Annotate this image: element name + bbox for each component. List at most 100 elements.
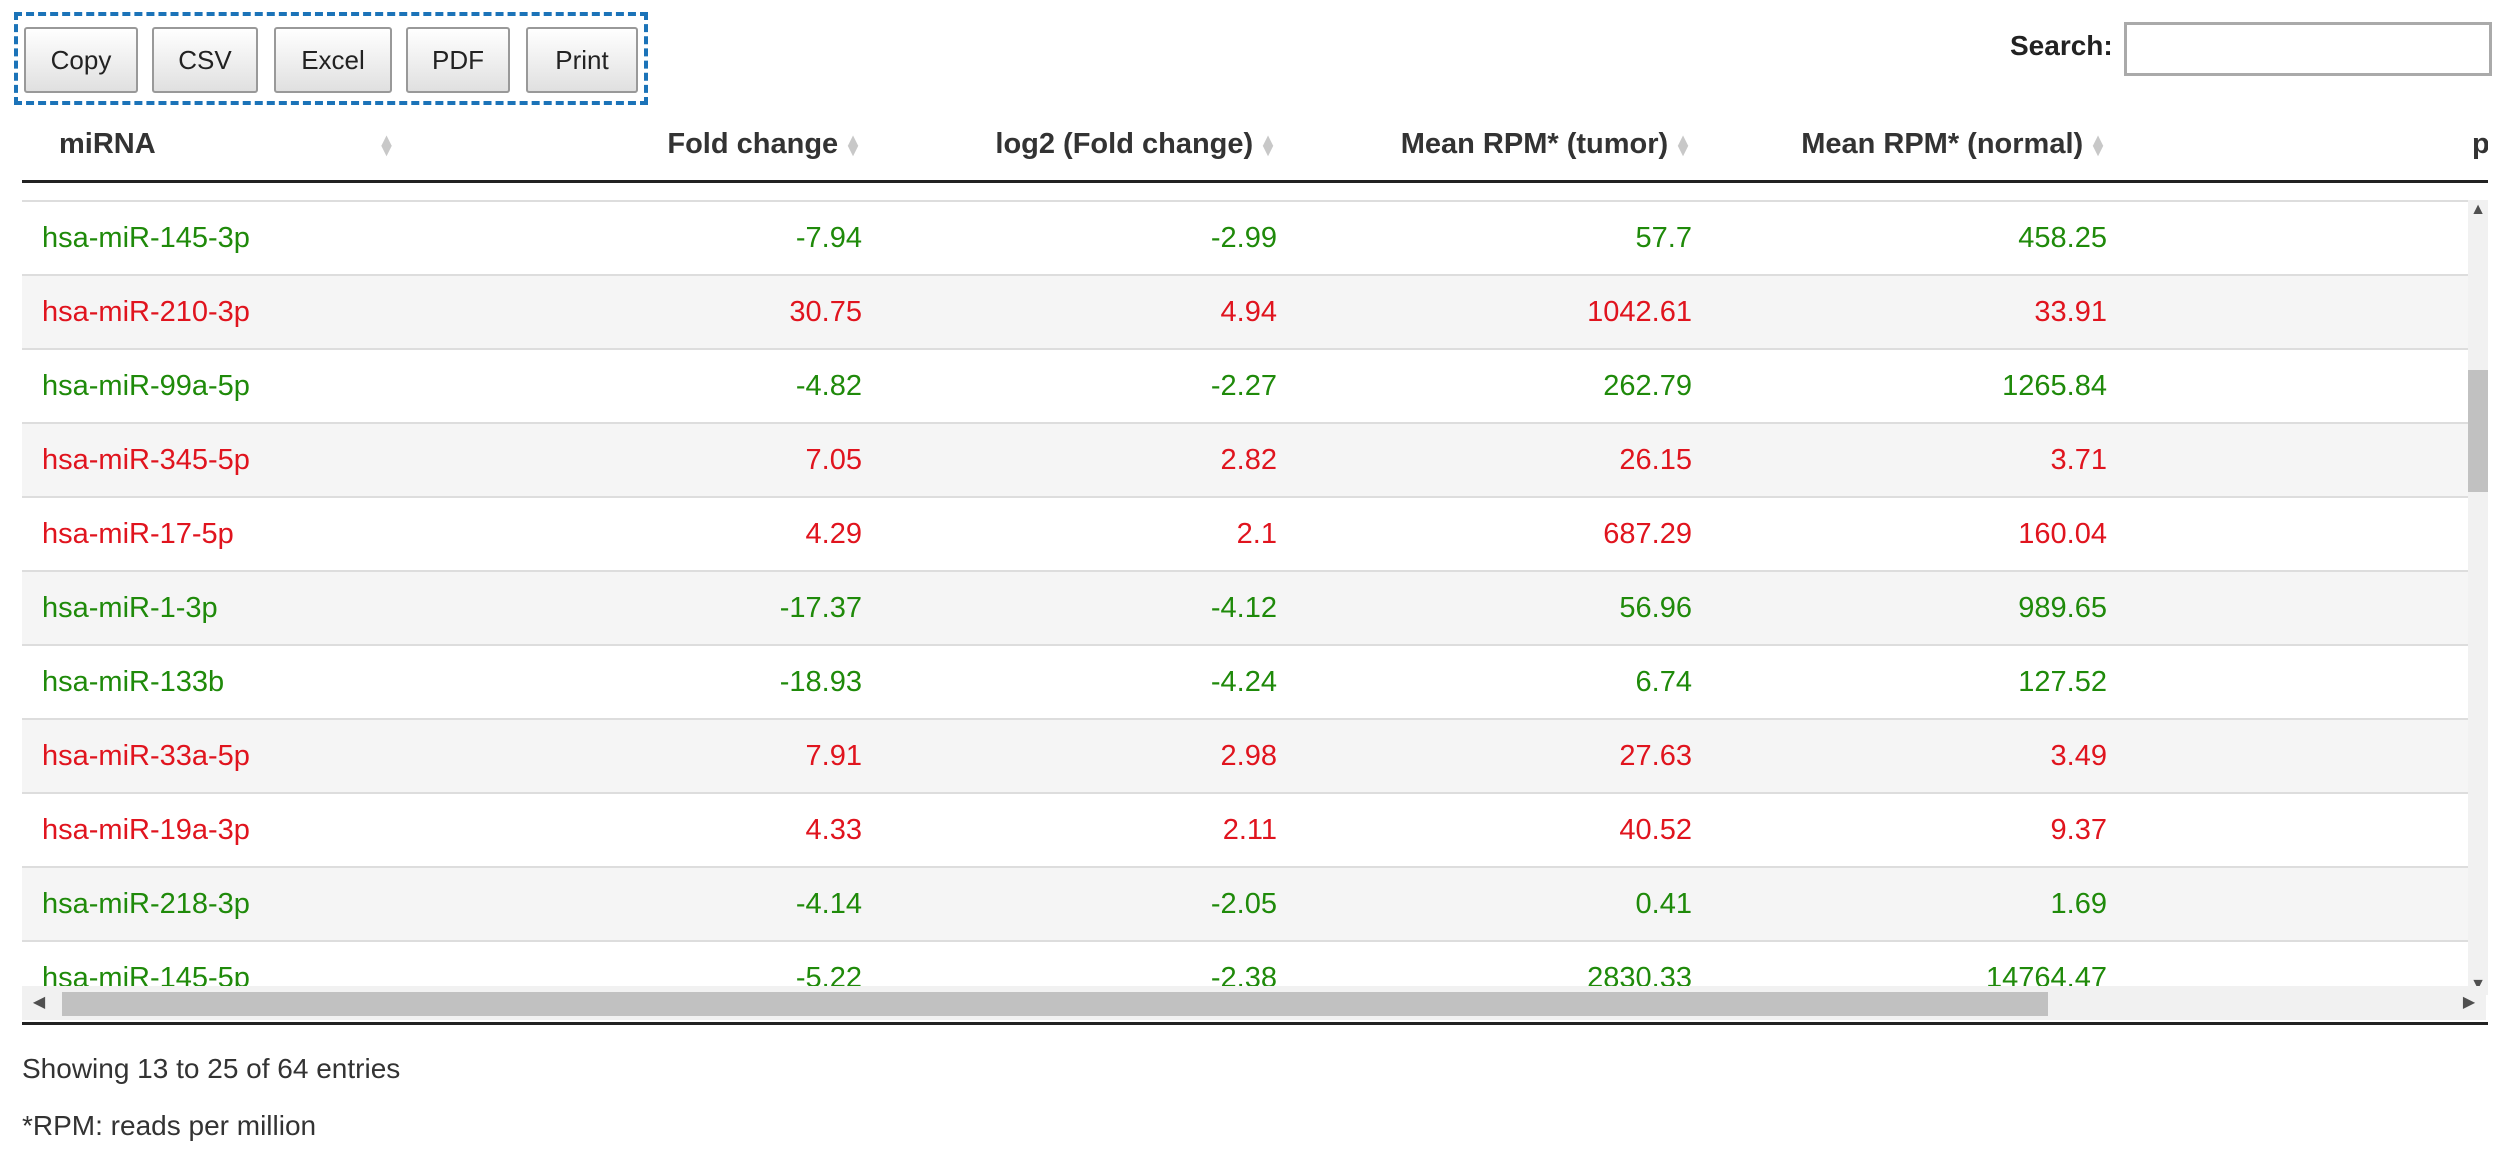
column-header-label: Mean RPM* (tumor) (1400, 127, 1669, 160)
cell-fold-change: 4.29 (422, 496, 862, 571)
cell-mean-rpm-tumor: 687.29 (1277, 496, 1692, 571)
cell-mean-rpm-normal: 1265.84 (1692, 348, 2107, 423)
cell-mirna: hsa-miR-133b (22, 644, 422, 719)
cell-mirna: hsa-miR-17-5p (22, 496, 422, 571)
sort-both-icon: ▲ ▼ (2089, 129, 2107, 160)
pdf-button[interactable]: PDF (406, 27, 510, 93)
scroll-left-arrow-icon[interactable]: ◀ (32, 994, 46, 1011)
cell-p-value: 1.31e (2107, 348, 2468, 423)
column-header-mirna[interactable]: miRNA ▲ ▼ (22, 108, 422, 183)
cell-log2-fold-change: -4.12 (862, 570, 1277, 645)
cell-p-value: 8.81e (2107, 718, 2468, 793)
column-header-mean-rpm-tumor[interactable]: Mean RPM* (tumor) ▲ ▼ (1277, 108, 1692, 183)
cell-log2-fold-change: 2.98 (862, 718, 1277, 793)
vertical-scrollbar-thumb[interactable] (2468, 370, 2488, 492)
cell-mean-rpm-tumor: 262.79 (1277, 348, 1692, 423)
scroll-up-arrow-icon[interactable]: ▲ (2470, 201, 2486, 218)
column-header-label: log2 (Fold change) (995, 127, 1254, 160)
cell-log2-fold-change: -4.24 (862, 644, 1277, 719)
export-buttons-group: Copy CSV Excel PDF Print (14, 12, 648, 105)
search-label: Search: (2010, 30, 2113, 61)
column-header-label: Fold change (667, 127, 839, 160)
cell-p-value: 1.49e (2107, 422, 2468, 497)
cell-mean-rpm-normal: 1.69 (1692, 866, 2107, 941)
cell-p-value: 2.4e (2107, 496, 2468, 571)
sort-both-icon: ▲ ▼ (844, 129, 862, 160)
cell-mean-rpm-tumor: 0.41 (1277, 866, 1692, 941)
cell-mean-rpm-normal: 458.25 (1692, 200, 2107, 275)
cell-mirna: hsa-miR-345-5p (22, 422, 422, 497)
horizontal-scrollbar[interactable]: ◀ ▶ (22, 986, 2486, 1020)
column-header-fold-change[interactable]: Fold change ▲ ▼ (422, 108, 862, 183)
print-button[interactable]: Print (526, 27, 638, 93)
column-header-p-value[interactable]: p-value▲▼ (2107, 108, 2488, 183)
cell-mean-rpm-normal: 127.52 (1692, 644, 2107, 719)
cell-log2-fold-change: -2.38 (862, 940, 1277, 995)
cell-p-value: 1.16e (2107, 792, 2468, 867)
cell-fold-change: -4.82 (422, 348, 862, 423)
csv-button[interactable]: CSV (152, 27, 258, 93)
vertical-scrollbar[interactable]: ▲ ▼ (2468, 200, 2488, 995)
cell-fold-change: -4.14 (422, 866, 862, 941)
cell-mean-rpm-normal: 3.49 (1692, 718, 2107, 793)
column-header-label: Mean RPM* (normal) (1801, 127, 2084, 160)
cell-mean-rpm-tumor: 40.52 (1277, 792, 1692, 867)
sort-both-icon: ▲ ▼ (1259, 129, 1277, 160)
column-header-label: p-value (2472, 127, 2488, 160)
cell-mean-rpm-normal: 9.37 (1692, 792, 2107, 867)
table-body: hsa-miR-145-3p-7.94-2.9957.7458.251.33eh… (22, 200, 2468, 995)
cell-mirna: hsa-miR-218-3p (22, 866, 422, 941)
table-info: Showing 13 to 25 of 64 entries (22, 1053, 401, 1084)
cell-p-value: 1.33e (2107, 200, 2468, 275)
horizontal-scrollbar-thumb[interactable] (62, 992, 2048, 1016)
cell-mirna: hsa-miR-33a-5p (22, 718, 422, 793)
table-body-scroll-area[interactable]: hsa-miR-145-3p-7.94-2.9957.7458.251.33eh… (22, 200, 2468, 995)
table-header: miRNA ▲ ▼ Fold change ▲ ▼ log2 (Fold change)… (22, 108, 2488, 183)
cell-log2-fold-change: -2.27 (862, 348, 1277, 423)
copy-button[interactable]: Copy (24, 27, 138, 93)
data-table: miRNA ▲ ▼ Fold change ▲ ▼ log2 (Fold change)… (22, 108, 2488, 1028)
cell-mean-rpm-tumor: 26.15 (1277, 422, 1692, 497)
cell-log2-fold-change: -2.05 (862, 866, 1277, 941)
cell-log2-fold-change: 2.11 (862, 792, 1277, 867)
rpm-footnote: *RPM: reads per million (22, 1110, 317, 1141)
cell-mirna: hsa-miR-210-3p (22, 274, 422, 349)
cell-mirna: hsa-miR-19a-3p (22, 792, 422, 867)
table-row: hsa-miR-218-3p-4.14-2.050.411.691.16e (22, 866, 2468, 941)
column-header-log2-fold-change[interactable]: log2 (Fold change) ▲ ▼ (862, 108, 1277, 183)
cell-mean-rpm-normal: 989.65 (1692, 570, 2107, 645)
cell-log2-fold-change: 2.82 (862, 422, 1277, 497)
table-row: hsa-miR-99a-5p-4.82-2.27262.791265.841.3… (22, 348, 2468, 423)
cell-p-value: 1.38e (2107, 274, 2468, 349)
column-header-mean-rpm-normal[interactable]: Mean RPM* (normal) ▲ ▼ (1692, 108, 2107, 183)
cell-mean-rpm-normal: 3.71 (1692, 422, 2107, 497)
column-header-label: miRNA (59, 127, 156, 160)
cell-p-value: 1.31e (2107, 940, 2468, 995)
cell-mean-rpm-tumor: 6.74 (1277, 644, 1692, 719)
cell-fold-change: 7.05 (422, 422, 862, 497)
cell-mirna: hsa-miR-99a-5p (22, 348, 422, 423)
search-input[interactable] (2124, 22, 2492, 76)
cell-p-value: 2.73e (2107, 570, 2468, 645)
cell-mirna: hsa-miR-145-3p (22, 200, 422, 275)
cell-p-value: 1.16e (2107, 866, 2468, 941)
scroll-right-arrow-icon[interactable]: ▶ (2462, 994, 2476, 1011)
cell-fold-change: 7.91 (422, 718, 862, 793)
sort-both-icon: ▲ ▼ (377, 129, 396, 160)
cell-log2-fold-change: 4.94 (862, 274, 1277, 349)
cell-mean-rpm-tumor: 57.7 (1277, 200, 1692, 275)
sort-both-icon: ▲ ▼ (1674, 129, 1692, 160)
cell-fold-change: -18.93 (422, 644, 862, 719)
cell-mean-rpm-tumor: 27.63 (1277, 718, 1692, 793)
cell-fold-change: -17.37 (422, 570, 862, 645)
cell-mirna: hsa-miR-1-3p (22, 570, 422, 645)
excel-button[interactable]: Excel (274, 27, 392, 93)
